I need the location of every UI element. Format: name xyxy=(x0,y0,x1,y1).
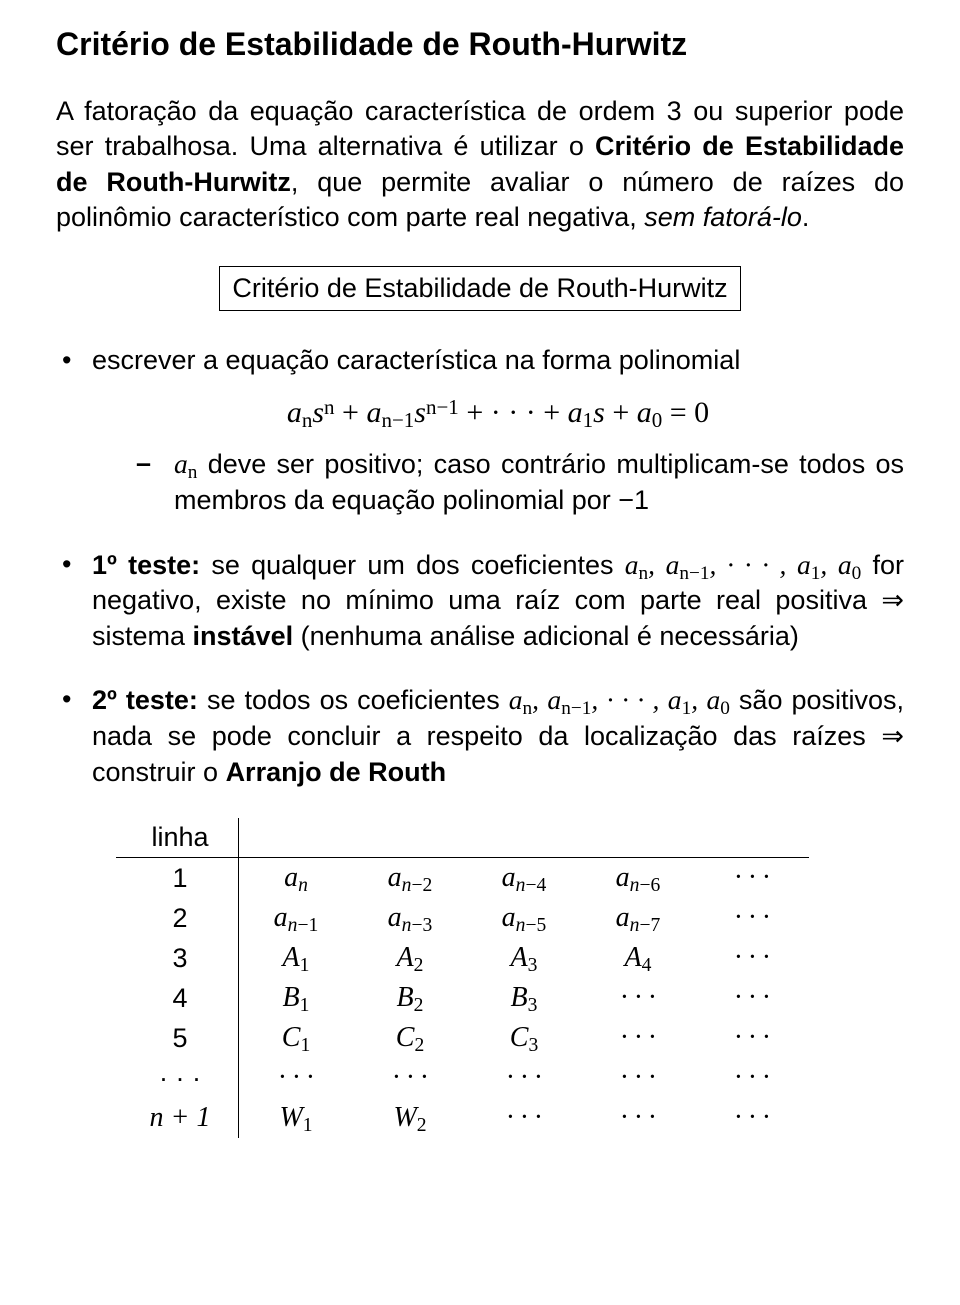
routh-header: linha xyxy=(116,818,239,858)
bullet-2-text1: se qualquer um dos coeficientes xyxy=(200,550,625,580)
boxed-label: Critério de Estabilidade de Routh-Hurwit… xyxy=(219,266,740,311)
bullet-3-bold: Arranjo de Routh xyxy=(226,757,447,787)
table-cell: an−4 xyxy=(467,858,581,899)
table-row-label: · · · xyxy=(116,1058,239,1098)
characteristic-equation: ansn + an−1sn−1 + · · · + a1s + a0 = 0 xyxy=(92,393,904,433)
table-cell: W2 xyxy=(353,1098,467,1138)
intro-part3: . xyxy=(802,202,810,232)
table-row-label: 3 xyxy=(116,938,239,978)
bullet-3: 2º teste: se todos os coeficientes an, a… xyxy=(56,682,904,790)
table-cell: A3 xyxy=(467,938,581,978)
intro-ital: sem fatorá-lo xyxy=(644,202,802,232)
table-cell: · · · xyxy=(239,1058,354,1098)
bullet-2-bold: instável xyxy=(193,621,294,651)
table-cell: · · · xyxy=(581,1018,695,1058)
table-cell: · · · xyxy=(581,1058,695,1098)
table-cell: · · · xyxy=(695,978,809,1018)
bullet-1: escrever a equação característica na for… xyxy=(56,343,904,518)
bullet-1-sub: an deve ser positivo; caso contrário mul… xyxy=(92,446,904,518)
bullet-1-sub-text: deve ser positivo; caso contrário multip… xyxy=(174,449,904,515)
table-cell: C1 xyxy=(239,1018,354,1058)
table-cell: A2 xyxy=(353,938,467,978)
bullet-1-lead: escrever a equação característica na for… xyxy=(92,345,740,375)
table-cell: an−7 xyxy=(581,898,695,938)
table-cell: · · · xyxy=(581,1098,695,1138)
table-cell: · · · xyxy=(695,1018,809,1058)
table-cell: an−6 xyxy=(581,858,695,899)
table-row-label: 1 xyxy=(116,858,239,899)
bullet-3-label: 2º teste: xyxy=(92,685,198,715)
table-cell: · · · xyxy=(581,978,695,1018)
table-cell: C3 xyxy=(467,1018,581,1058)
table-cell: an−3 xyxy=(353,898,467,938)
table-cell: · · · xyxy=(695,858,809,899)
table-cell: B1 xyxy=(239,978,354,1018)
bullet-2-text3: (nenhuma análise adicional é necessária) xyxy=(293,621,799,651)
table-row-label: n + 1 xyxy=(116,1098,239,1138)
table-cell: · · · xyxy=(695,1058,809,1098)
table-cell: B2 xyxy=(353,978,467,1018)
table-cell: · · · xyxy=(353,1058,467,1098)
table-row-label: 2 xyxy=(116,898,239,938)
table-cell: · · · xyxy=(467,1058,581,1098)
table-cell: C2 xyxy=(353,1018,467,1058)
bullet-3-text1: se todos os coeficientes xyxy=(198,685,509,715)
table-row-label: 4 xyxy=(116,978,239,1018)
bullet-2-label: 1º teste: xyxy=(92,550,200,580)
routh-table: linha 1anan−2an−4an−6· · ·2an−1an−3an−5a… xyxy=(116,818,809,1138)
table-cell: · · · xyxy=(695,938,809,978)
table-cell: · · · xyxy=(695,1098,809,1138)
table-cell: · · · xyxy=(467,1098,581,1138)
table-cell: an−5 xyxy=(467,898,581,938)
bullet-2: 1º teste: se qualquer um dos coeficiente… xyxy=(56,547,904,655)
table-cell: B3 xyxy=(467,978,581,1018)
table-cell: · · · xyxy=(695,898,809,938)
table-cell: an xyxy=(239,858,354,899)
table-cell: A4 xyxy=(581,938,695,978)
page-title: Critério de Estabilidade de Routh-Hurwit… xyxy=(56,24,904,66)
table-cell: an−1 xyxy=(239,898,354,938)
table-cell: A1 xyxy=(239,938,354,978)
table-cell: W1 xyxy=(239,1098,354,1138)
intro-paragraph: A fatoração da equação característica de… xyxy=(56,94,904,237)
table-cell: an−2 xyxy=(353,858,467,899)
table-row-label: 5 xyxy=(116,1018,239,1058)
